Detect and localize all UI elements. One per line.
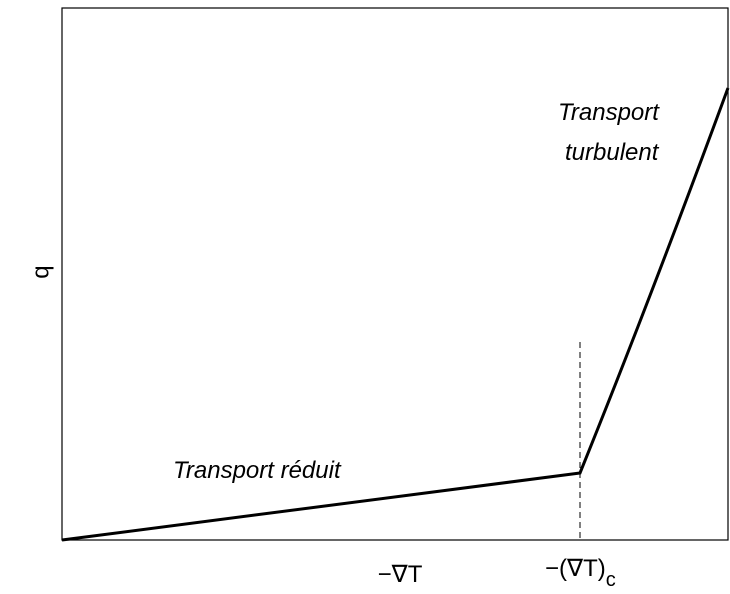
critical-label: −(∇T)c [545,555,616,591]
critical-label-main: −(∇T) [545,555,606,582]
flux-curve [61,87,730,542]
critical-label-sub: c [606,569,616,591]
annotation: turbulent [565,139,660,166]
x-axis-label: −∇T [378,561,423,588]
y-axis-label: q [27,265,54,278]
plot-frame [61,7,729,541]
annotation: Transport réduit [173,457,342,484]
annotation: Transport [558,99,660,126]
